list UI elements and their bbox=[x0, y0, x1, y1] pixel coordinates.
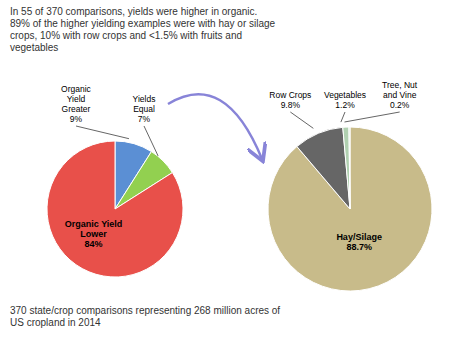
html-text:370 state/crop comparisons rep: 370 state/crop comparisons representing … bbox=[10, 305, 281, 328]
svg-text:OrganicYieldGreater9%: OrganicYieldGreater9% bbox=[61, 84, 92, 124]
svg-text:Organic YieldLower84%: Organic YieldLower84% bbox=[65, 219, 123, 249]
svg-text:Row Crops9.8%: Row Crops9.8% bbox=[269, 90, 311, 110]
svg-text:Tree, Nutand Vine0.2%: Tree, Nutand Vine0.2% bbox=[382, 80, 418, 110]
svg-text:Hay/Silage88.7%: Hay/Silage88.7% bbox=[336, 232, 382, 252]
svg-text:YieldsEqual7%: YieldsEqual7% bbox=[133, 94, 156, 124]
html-text:In 55 of 370 comparisons, yiel: In 55 of 370 comparisons, yields were hi… bbox=[10, 6, 276, 53]
svg-text:Vegetables1.2%: Vegetables1.2% bbox=[324, 90, 366, 110]
